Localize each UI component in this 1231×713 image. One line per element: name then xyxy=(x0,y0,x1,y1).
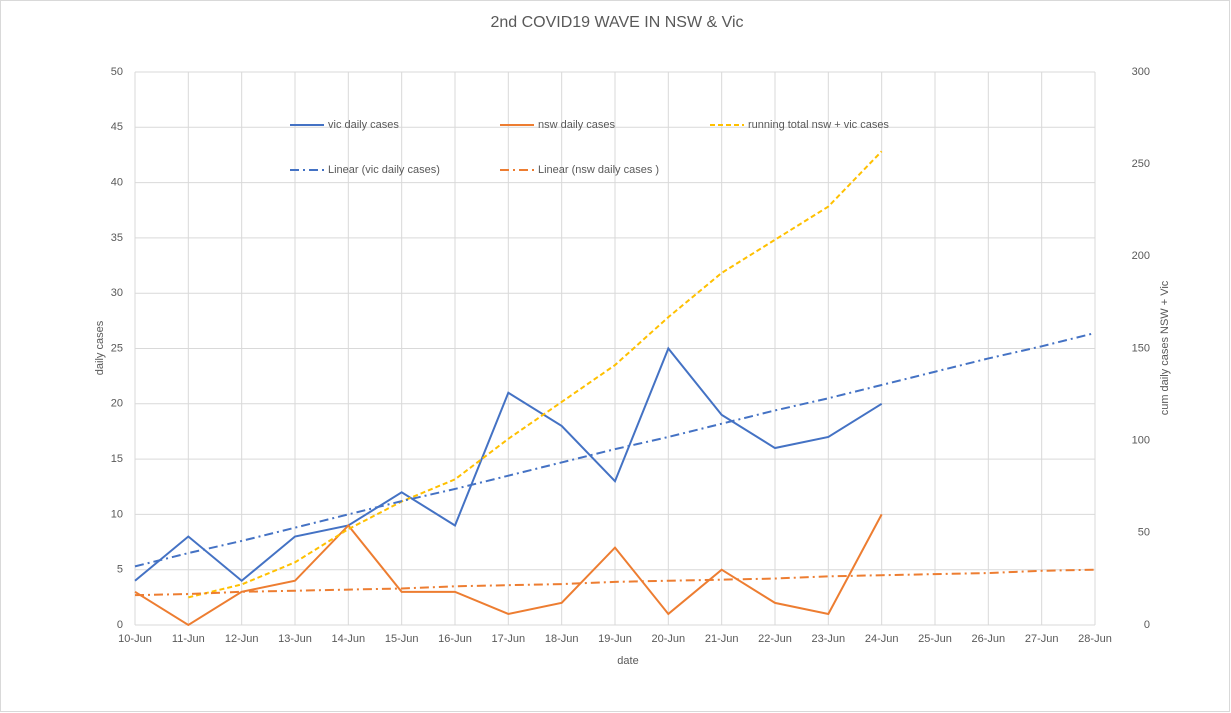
y-tick-label: 35 xyxy=(111,232,123,244)
legend-label: Linear (nsw daily cases ) xyxy=(538,164,659,176)
x-tick-label: 16-Jun xyxy=(438,633,472,645)
y-tick-label: 40 xyxy=(111,177,123,189)
y-tick-label: 25 xyxy=(111,342,123,354)
y-tick-label: 5 xyxy=(117,564,123,576)
y-tick-label: 45 xyxy=(111,121,123,133)
x-tick-label: 22-Jun xyxy=(758,633,792,645)
x-tick-label: 11-Jun xyxy=(172,633,205,645)
x-tick-label: 12-Jun xyxy=(225,633,259,645)
y-tick-label: 50 xyxy=(111,66,123,78)
y-tick-label: 20 xyxy=(111,398,123,410)
series-line xyxy=(134,513,883,627)
x-tick-label: 28-Jun xyxy=(1078,633,1112,645)
x-tick-label: 13-Jun xyxy=(278,633,312,645)
x-tick-label: 24-Jun xyxy=(865,633,899,645)
legend-label: Linear (vic daily cases) xyxy=(328,164,440,176)
y-tick-label: 0 xyxy=(117,619,123,631)
y2-tick-label: 150 xyxy=(1132,342,1150,354)
x-tick-label: 14-Jun xyxy=(332,633,366,645)
x-axis-title: date xyxy=(617,655,638,667)
series-line xyxy=(134,568,1096,597)
y-tick-label: 30 xyxy=(111,287,123,299)
y2-tick-label: 0 xyxy=(1144,619,1150,631)
y2-axis-title: cum daily cases NSW + Vic xyxy=(1159,280,1171,415)
series-line xyxy=(188,150,883,599)
chart-title: 2nd COVID19 WAVE IN NSW & Vic xyxy=(490,14,743,31)
x-tick-label: 26-Jun xyxy=(972,633,1006,645)
series-line xyxy=(134,346,883,583)
y-axis-title: daily cases xyxy=(94,320,106,375)
y2-tick-label: 300 xyxy=(1132,66,1150,78)
x-tick-label: 25-Jun xyxy=(918,633,952,645)
x-tick-label: 18-Jun xyxy=(545,633,579,645)
legend-label: running total nsw + vic cases xyxy=(748,119,889,131)
y-tick-label: 15 xyxy=(111,453,123,465)
series-line xyxy=(134,332,1096,568)
x-tick-label: 15-Jun xyxy=(385,633,419,645)
y-tick-label: 10 xyxy=(111,508,123,520)
y2-tick-label: 50 xyxy=(1138,527,1150,539)
legend-label: vic daily cases xyxy=(328,119,399,131)
legend-label: nsw daily cases xyxy=(538,119,616,131)
x-tick-label: 21-Jun xyxy=(705,633,739,645)
x-tick-label: 27-Jun xyxy=(1025,633,1059,645)
y2-tick-label: 250 xyxy=(1132,158,1150,170)
x-tick-label: 20-Jun xyxy=(652,633,686,645)
x-tick-label: 23-Jun xyxy=(812,633,846,645)
x-tick-label: 19-Jun xyxy=(598,633,632,645)
y2-tick-label: 100 xyxy=(1132,435,1150,447)
y2-tick-label: 200 xyxy=(1132,250,1150,262)
x-tick-label: 17-Jun xyxy=(492,633,526,645)
x-tick-label: 10-Jun xyxy=(118,633,152,645)
